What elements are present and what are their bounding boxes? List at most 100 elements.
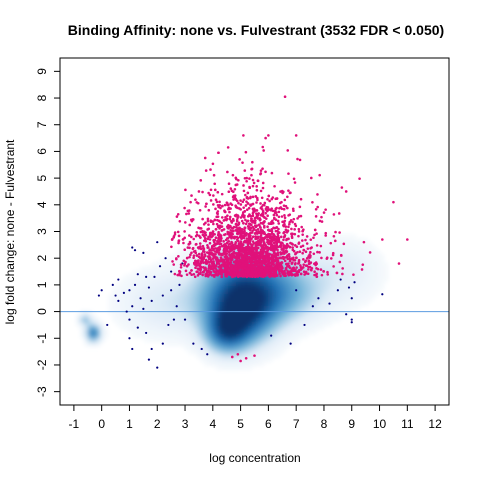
density-cell — [296, 322, 301, 327]
density-cell — [352, 250, 357, 255]
y-tick-label: 7 — [35, 121, 49, 128]
density-cell — [248, 314, 253, 319]
density-cell — [360, 246, 365, 251]
density-cell — [168, 254, 173, 259]
density-cell — [172, 306, 177, 311]
density-cell — [208, 286, 213, 291]
density-cell — [340, 270, 345, 275]
significant-point — [300, 225, 303, 229]
density-cell — [316, 290, 321, 295]
significant-point — [204, 237, 207, 241]
significant-point — [179, 265, 183, 269]
significant-point — [302, 263, 306, 266]
nonsignificant-point — [175, 305, 178, 308]
density-cell — [332, 274, 337, 279]
significant-point — [296, 250, 299, 254]
significant-point — [245, 208, 249, 212]
nonsignificant-point — [131, 305, 134, 308]
significant-point — [265, 205, 268, 209]
significant-point — [234, 262, 237, 266]
significant-point — [216, 273, 219, 277]
significant-point — [322, 270, 325, 273]
density-cell — [312, 306, 317, 311]
density-cell — [240, 286, 245, 291]
density-cell — [216, 306, 221, 311]
density-cell — [316, 262, 321, 267]
significant-point — [295, 266, 298, 269]
significant-point — [188, 234, 191, 237]
density-cell — [272, 298, 277, 303]
significant-point — [272, 251, 276, 255]
significant-point — [183, 248, 187, 252]
density-cell — [152, 286, 157, 291]
density-cell — [180, 342, 185, 347]
density-cell — [164, 314, 169, 319]
density-cell — [376, 278, 381, 283]
density-cell — [236, 302, 241, 307]
density-cell — [312, 330, 317, 335]
density-cell — [252, 342, 257, 347]
density-cell — [116, 286, 121, 291]
density-cell — [264, 314, 269, 319]
significant-point — [340, 186, 344, 189]
density-cell — [232, 286, 237, 291]
density-cell — [288, 298, 293, 303]
density-cell — [332, 302, 337, 307]
density-cell — [256, 282, 261, 287]
density-cell — [260, 286, 265, 291]
density-cell — [132, 318, 137, 323]
density-cell — [280, 310, 285, 315]
density-cell — [360, 286, 365, 291]
significant-point — [275, 244, 278, 248]
density-cell — [192, 282, 197, 287]
density-cell — [228, 318, 233, 323]
density-cell — [352, 262, 357, 267]
nonsignificant-point — [192, 342, 195, 345]
density-cell — [264, 354, 269, 359]
significant-point — [215, 259, 218, 262]
density-cell — [344, 254, 349, 259]
significant-point — [297, 234, 300, 238]
density-cell — [216, 350, 221, 355]
density-cell — [160, 302, 165, 307]
significant-point — [261, 209, 265, 213]
significant-point — [240, 233, 243, 236]
significant-point — [261, 167, 264, 170]
density-cell — [312, 326, 317, 331]
density-cell — [196, 290, 201, 295]
significant-point — [297, 230, 301, 233]
density-cell — [176, 266, 181, 271]
density-cell — [248, 286, 253, 291]
significant-point — [266, 249, 270, 252]
density-cell — [292, 306, 297, 311]
density-cell — [220, 358, 225, 363]
density-cell — [184, 326, 189, 331]
density-cell — [364, 294, 369, 299]
significant-point — [362, 240, 366, 244]
significant-point — [277, 231, 280, 234]
density-cell — [304, 302, 309, 307]
significant-point — [316, 193, 319, 196]
density-cell — [228, 298, 233, 303]
significant-point — [244, 261, 248, 265]
density-cell — [348, 274, 353, 279]
density-cell — [120, 298, 125, 303]
significant-point — [251, 226, 255, 229]
nonsignificant-point — [117, 299, 120, 302]
density-cell — [360, 274, 365, 279]
significant-point — [210, 235, 213, 239]
significant-point — [257, 266, 261, 270]
significant-point — [315, 244, 319, 247]
density-cell — [352, 238, 357, 243]
density-cell — [308, 270, 313, 275]
density-cell — [320, 298, 325, 303]
density-cell — [292, 242, 297, 247]
density-cell — [236, 314, 241, 319]
density-cell — [164, 290, 169, 295]
significant-point — [222, 259, 225, 263]
density-cell — [368, 258, 373, 263]
density-cell — [196, 322, 201, 327]
density-cell — [224, 298, 229, 303]
significant-point — [230, 226, 233, 229]
density-cell — [88, 334, 93, 339]
